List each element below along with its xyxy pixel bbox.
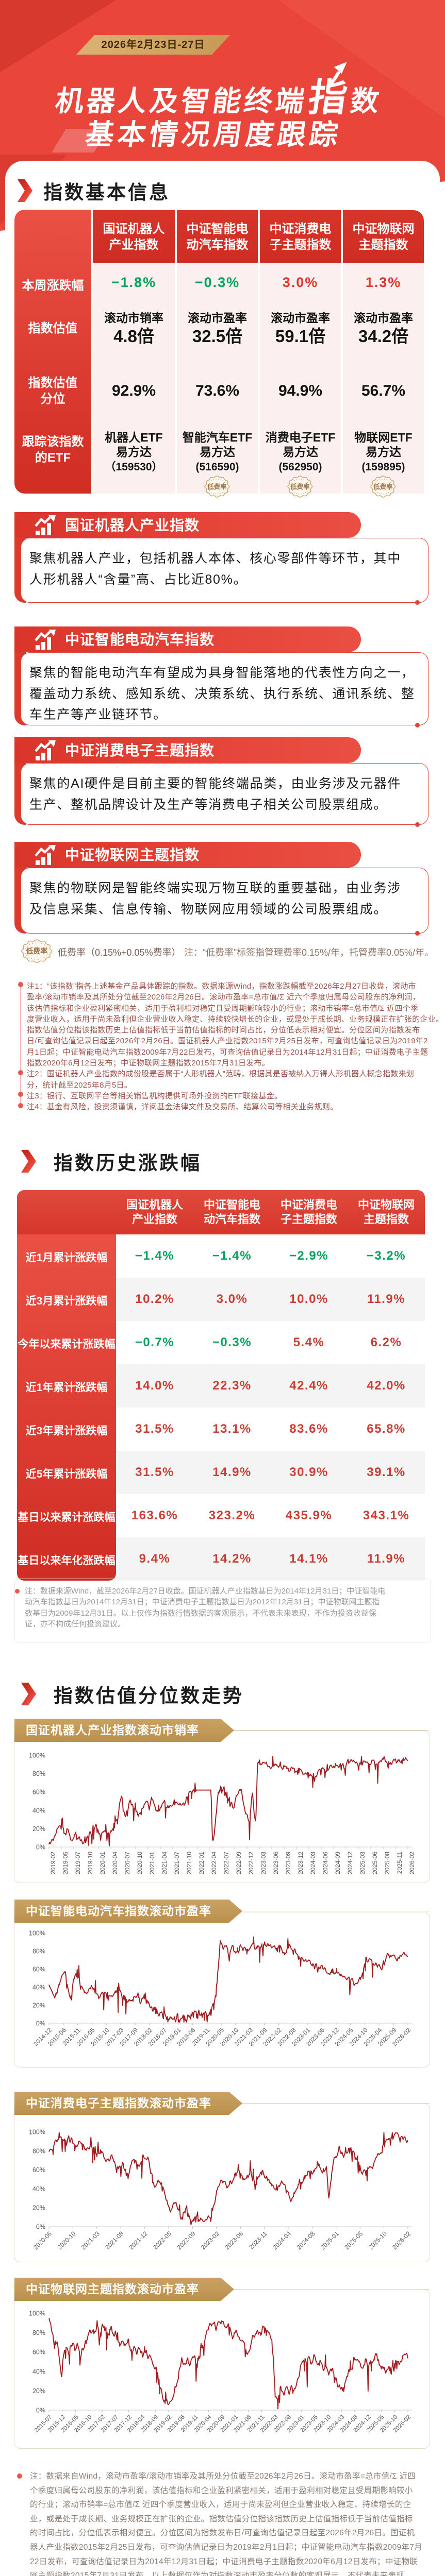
svg-text:2022-01: 2022-01 xyxy=(198,1852,205,1874)
svg-text:2025-01: 2025-01 xyxy=(319,2230,340,2251)
svg-text:2022-09: 2022-09 xyxy=(235,1852,242,1874)
svg-text:60%: 60% xyxy=(32,1789,45,1796)
svg-text:60%: 60% xyxy=(32,2166,45,2174)
svg-text:2023-06: 2023-06 xyxy=(272,1852,279,1874)
svg-text:2022-09: 2022-09 xyxy=(175,2230,196,2251)
svg-text:2020-01: 2020-01 xyxy=(99,1852,106,1874)
svg-text:40%: 40% xyxy=(32,1984,45,1991)
svg-text:2022-04: 2022-04 xyxy=(210,1852,218,1874)
svg-text:2021-01: 2021-01 xyxy=(149,1852,156,1874)
svg-text:低费率: 低费率 xyxy=(207,483,227,490)
svg-text:2025-03: 2025-03 xyxy=(359,1852,366,1874)
svg-text:2020-10: 2020-10 xyxy=(136,1852,143,1874)
svg-text:60%: 60% xyxy=(32,2349,45,2356)
svg-text:20%: 20% xyxy=(32,1825,45,1833)
svg-text:2019-05: 2019-05 xyxy=(62,1852,69,1874)
svg-text:40%: 40% xyxy=(32,1807,45,1814)
svg-text:80%: 80% xyxy=(32,2329,45,2336)
svg-text:2020-10: 2020-10 xyxy=(56,2230,77,2251)
svg-text:40%: 40% xyxy=(32,2368,45,2375)
svg-text:2019-07: 2019-07 xyxy=(74,1852,81,1874)
svg-text:低费率: 低费率 xyxy=(373,483,393,490)
svg-text:2024-03: 2024-03 xyxy=(309,1852,317,1874)
svg-text:2024-08: 2024-08 xyxy=(295,2230,316,2251)
svg-text:2025-05: 2025-05 xyxy=(343,2230,364,2251)
svg-text:2025-08: 2025-08 xyxy=(384,1852,391,1874)
svg-text:2023-09: 2023-09 xyxy=(285,1852,292,1874)
svg-text:2021-08: 2021-08 xyxy=(104,2230,125,2251)
svg-text:20%: 20% xyxy=(32,2205,45,2212)
svg-text:80%: 80% xyxy=(32,1948,45,1955)
svg-text:2022-07: 2022-07 xyxy=(223,1852,230,1874)
svg-text:0%: 0% xyxy=(36,2224,45,2231)
svg-text:2023-11: 2023-11 xyxy=(248,2230,269,2251)
svg-text:100%: 100% xyxy=(29,1752,45,1759)
svg-text:2020-06: 2020-06 xyxy=(32,2230,53,2251)
svg-text:2022-05: 2022-05 xyxy=(152,2230,173,2251)
svg-text:2024-09: 2024-09 xyxy=(334,1852,341,1874)
svg-text:20%: 20% xyxy=(32,2002,45,2009)
svg-text:2025-10: 2025-10 xyxy=(367,2230,388,2251)
svg-text:40%: 40% xyxy=(32,2185,45,2193)
svg-text:2021-04: 2021-04 xyxy=(161,1852,168,1874)
svg-text:低费率: 低费率 xyxy=(290,483,310,490)
svg-text:0%: 0% xyxy=(36,2407,45,2414)
svg-text:100%: 100% xyxy=(29,2310,45,2317)
svg-text:2026-02: 2026-02 xyxy=(391,2230,412,2251)
svg-text:2021-12: 2021-12 xyxy=(128,2230,149,2251)
svg-text:20%: 20% xyxy=(32,2387,45,2395)
svg-text:0%: 0% xyxy=(36,1844,45,1851)
svg-text:100%: 100% xyxy=(29,2129,45,2136)
svg-text:2019-02: 2019-02 xyxy=(50,1852,57,1874)
svg-text:2021-03: 2021-03 xyxy=(80,2230,101,2251)
svg-text:80%: 80% xyxy=(32,2147,45,2155)
svg-text:60%: 60% xyxy=(32,1966,45,1973)
svg-text:2021-07: 2021-07 xyxy=(173,1852,180,1874)
svg-text:2024-06: 2024-06 xyxy=(322,1852,329,1874)
svg-text:2019-10: 2019-10 xyxy=(87,1852,94,1874)
svg-text:2025-06: 2025-06 xyxy=(371,1852,378,1874)
svg-text:2022-12: 2022-12 xyxy=(248,1852,255,1874)
svg-text:2026-02: 2026-02 xyxy=(408,1852,416,1874)
svg-text:2023-12: 2023-12 xyxy=(297,1852,304,1874)
svg-text:2024-04: 2024-04 xyxy=(271,2230,292,2251)
svg-text:80%: 80% xyxy=(32,1770,45,1777)
svg-text:2020-07: 2020-07 xyxy=(124,1852,131,1874)
svg-text:2021-10: 2021-10 xyxy=(186,1852,193,1874)
svg-text:2023-03: 2023-03 xyxy=(260,1852,267,1874)
svg-text:100%: 100% xyxy=(29,1930,45,1937)
svg-text:2024-12: 2024-12 xyxy=(347,1852,354,1874)
svg-text:0%: 0% xyxy=(36,2020,45,2027)
svg-text:2020-04: 2020-04 xyxy=(111,1852,119,1874)
svg-text:2025-11: 2025-11 xyxy=(396,1852,403,1874)
svg-text:低费率: 低费率 xyxy=(25,947,47,955)
svg-text:2023-02: 2023-02 xyxy=(200,2230,221,2251)
svg-text:2023-06: 2023-06 xyxy=(223,2230,244,2251)
